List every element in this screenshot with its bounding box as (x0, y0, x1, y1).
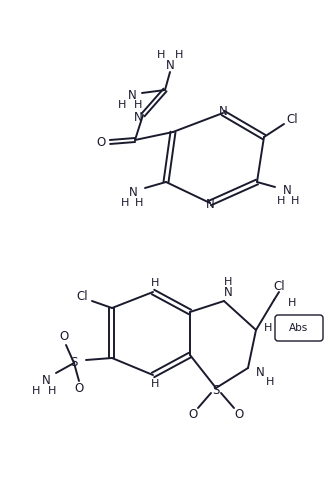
Text: Cl: Cl (76, 290, 88, 303)
Text: H: H (32, 386, 40, 396)
Text: N: N (206, 198, 214, 211)
Text: N: N (166, 58, 174, 72)
Text: N: N (129, 186, 137, 199)
Text: N: N (42, 374, 50, 388)
Text: H: H (118, 100, 126, 110)
Text: H: H (277, 196, 285, 206)
Text: H: H (135, 198, 143, 208)
Text: O: O (188, 409, 198, 422)
FancyBboxPatch shape (275, 315, 323, 341)
Text: H: H (175, 50, 183, 60)
Text: H: H (151, 278, 159, 288)
Text: O: O (59, 330, 69, 344)
Text: O: O (74, 382, 84, 395)
Text: N: N (256, 367, 264, 380)
Text: H: H (134, 100, 142, 110)
Text: H: H (121, 198, 129, 208)
Text: N: N (134, 110, 142, 123)
Text: O: O (234, 409, 244, 422)
Text: H: H (157, 50, 165, 60)
Text: H: H (291, 196, 299, 206)
Text: H: H (151, 379, 159, 389)
Text: H: H (264, 323, 272, 333)
Text: Cl: Cl (273, 280, 285, 293)
Text: Cl: Cl (286, 112, 298, 126)
Text: S: S (212, 383, 220, 396)
Text: H: H (224, 277, 232, 287)
Text: N: N (128, 88, 136, 101)
Text: O: O (96, 135, 106, 149)
Text: N: N (224, 285, 232, 298)
Text: H: H (288, 298, 296, 308)
Text: S: S (70, 357, 78, 369)
Text: H: H (48, 386, 56, 396)
Text: N: N (218, 105, 227, 118)
Text: Abs: Abs (289, 323, 308, 333)
Text: H: H (266, 377, 274, 387)
Text: N: N (283, 185, 291, 197)
